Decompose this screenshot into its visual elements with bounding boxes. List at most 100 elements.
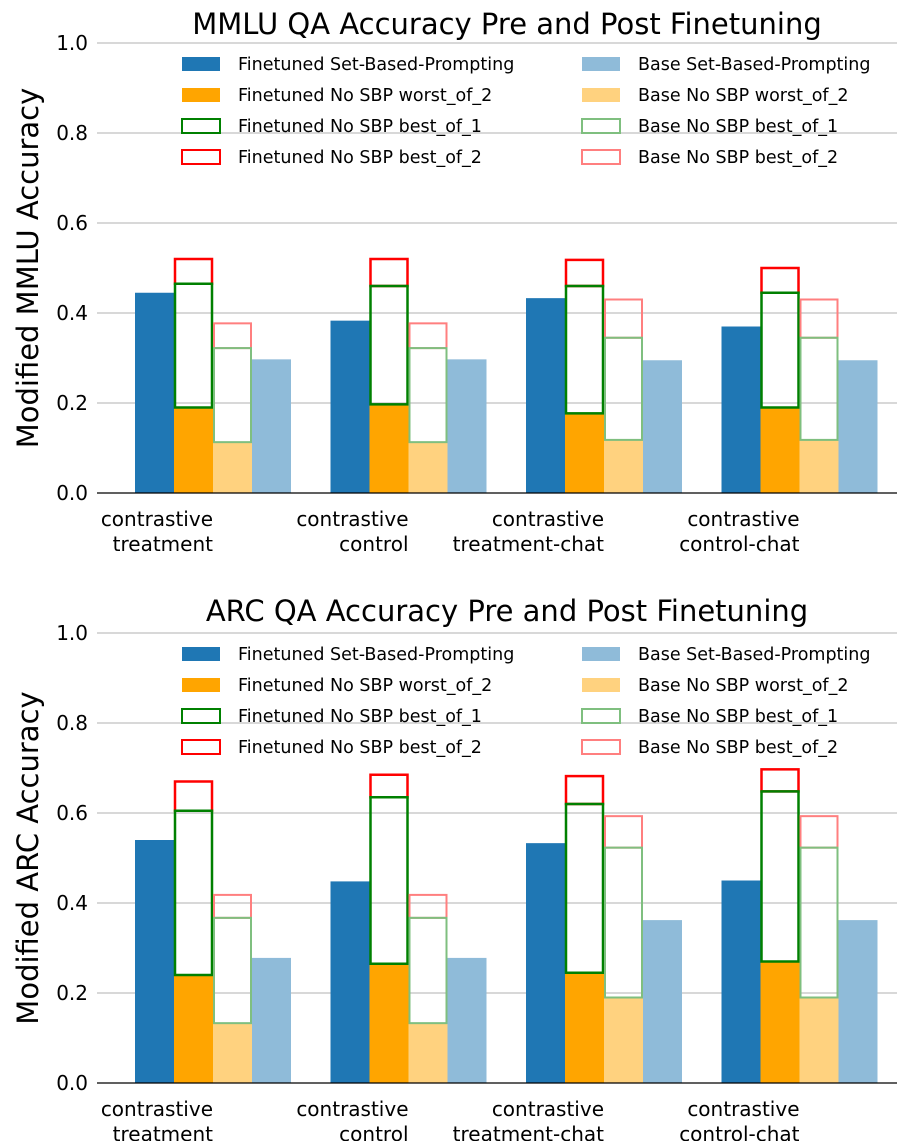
chart-title: ARC QA Accuracy Pre and Post Finetuning (206, 594, 808, 628)
y-tick-label: 0.2 (56, 391, 88, 415)
bar-base-best-of-1 (799, 846, 839, 999)
x-tick-label: contrastive (492, 1097, 604, 1121)
bar-finetuned-best-of-2 (369, 257, 409, 288)
legend-label: Base No SBP best_of_2 (638, 148, 838, 168)
bar-base-worst-of-2 (213, 1023, 252, 1083)
x-tick-label: contrastive (687, 507, 799, 531)
bar-base-best-of-1 (604, 846, 643, 999)
bar-base-best-of-2 (799, 298, 839, 339)
bar-base-best-of-1 (604, 336, 643, 441)
chart-title: MMLU QA Accuracy Pre and Post Finetuning (192, 7, 822, 41)
bar-base-best-of-1 (213, 916, 252, 1025)
bar-finetuned-best-of-2 (173, 257, 214, 285)
legend-label: Finetuned Set-Based-Prompting (238, 55, 514, 75)
bar-finetuned-sbp (330, 881, 370, 1083)
bar-base-best-of-2 (213, 893, 252, 919)
bar-finetuned-sbp (721, 880, 761, 1083)
bar-finetuned-best-of-2 (173, 780, 214, 812)
legend: Finetuned Set-Based-Prompting Finetuned N… (181, 645, 870, 758)
y-tick-label: 0.0 (56, 1071, 88, 1095)
bar-finetuned-sbp (135, 292, 174, 493)
legend-swatch (181, 739, 221, 755)
bar-finetuned-best-of-1 (173, 282, 214, 409)
bar-base-worst-of-2 (408, 442, 448, 493)
bar-finetuned-best-of-2 (564, 774, 605, 806)
bar-finetuned-worst-of-2 (565, 413, 604, 493)
bar-base-best-of-2 (213, 322, 252, 350)
legend-swatch (181, 149, 221, 165)
legend-swatch (182, 57, 220, 71)
legend-label: Finetuned No SBP best_of_2 (238, 148, 482, 168)
x-tick-label: contrastive (296, 1097, 408, 1121)
y-tick-label: 0.8 (56, 121, 88, 145)
legend-label: Finetuned No SBP worst_of_2 (238, 676, 492, 696)
legend-label: Base Set-Based-Prompting (638, 645, 870, 665)
bar-finetuned-worst-of-2 (174, 975, 213, 1083)
legend-label: Base No SBP worst_of_2 (638, 86, 848, 106)
legend-label: Base No SBP best_of_1 (638, 707, 838, 727)
bar-base-sbp (252, 359, 291, 493)
bar-base-sbp (643, 360, 682, 493)
bar-base-sbp (252, 957, 291, 1083)
y-tick-label: 0.8 (56, 711, 88, 735)
bar-finetuned-best-of-1 (369, 796, 409, 965)
bar-base-sbp (838, 920, 878, 1083)
x-tick-label: control (339, 532, 408, 556)
x-tick-label: treatment (113, 1122, 213, 1141)
bar-finetuned-best-of-1 (760, 291, 800, 409)
y-axis-label: Modified ARC Accuracy (11, 691, 45, 1024)
y-tick-label: 0.6 (56, 211, 88, 235)
bar-finetuned-worst-of-2 (760, 961, 800, 1083)
bar-finetuned-best-of-1 (564, 284, 605, 415)
bar-finetuned-worst-of-2 (760, 407, 800, 493)
legend-label: Finetuned No SBP best_of_1 (238, 117, 482, 137)
x-tick-label: control-chat (679, 532, 799, 556)
bar-base-worst-of-2 (799, 439, 839, 493)
x-tick-label: treatment-chat (453, 532, 604, 556)
bar-base-sbp (447, 957, 487, 1083)
x-tick-label: treatment-chat (453, 1122, 604, 1141)
bar-base-best-of-1 (408, 347, 448, 444)
y-tick-label: 0.4 (56, 301, 88, 325)
bar-finetuned-best-of-1 (760, 790, 800, 963)
legend-swatch (181, 118, 221, 134)
bar-base-sbp (838, 360, 878, 493)
bar-base-worst-of-2 (408, 1023, 448, 1083)
x-tick-label: control-chat (679, 1122, 799, 1141)
bar-base-worst-of-2 (799, 997, 839, 1083)
bar-base-best-of-2 (604, 298, 643, 339)
legend-swatch (182, 88, 220, 102)
legend-label: Base No SBP worst_of_2 (638, 676, 848, 696)
bar-base-best-of-2 (408, 893, 448, 919)
x-tick-label: contrastive (101, 507, 213, 531)
legend-swatch (582, 678, 620, 692)
bar-finetuned-best-of-1 (173, 809, 214, 977)
bar-base-sbp (643, 920, 682, 1083)
legend-swatch (581, 739, 621, 755)
legend: Finetuned Set-Based-Prompting Finetuned N… (181, 55, 870, 168)
legend-label: Finetuned No SBP best_of_2 (238, 738, 482, 758)
bar-finetuned-worst-of-2 (369, 963, 409, 1083)
bar-finetuned-best-of-2 (760, 266, 800, 294)
bar-base-worst-of-2 (604, 997, 643, 1083)
bar-base-best-of-2 (799, 815, 839, 849)
legend-swatch (182, 678, 220, 692)
legend-swatch (582, 57, 620, 71)
chart-panel-2: ARC QA Accuracy Pre and Post Finetuning M… (11, 594, 897, 1141)
y-tick-label: 0.2 (56, 981, 88, 1005)
bar-base-sbp (447, 359, 487, 493)
bar-finetuned-best-of-2 (369, 773, 409, 799)
bar-base-best-of-1 (799, 336, 839, 441)
x-tick-label: contrastive (687, 1097, 799, 1121)
bar-finetuned-worst-of-2 (174, 407, 213, 493)
y-tick-label: 0.4 (56, 891, 88, 915)
y-axis-label: Modified MMLU Accuracy (11, 88, 45, 449)
bar-base-best-of-1 (408, 916, 448, 1025)
legend-label: Base No SBP best_of_2 (638, 738, 838, 758)
legend-swatch (582, 647, 620, 661)
bar-finetuned-sbp (526, 298, 565, 493)
bar-finetuned-best-of-1 (369, 284, 409, 406)
legend-swatch (181, 708, 221, 724)
bar-base-worst-of-2 (213, 442, 252, 493)
